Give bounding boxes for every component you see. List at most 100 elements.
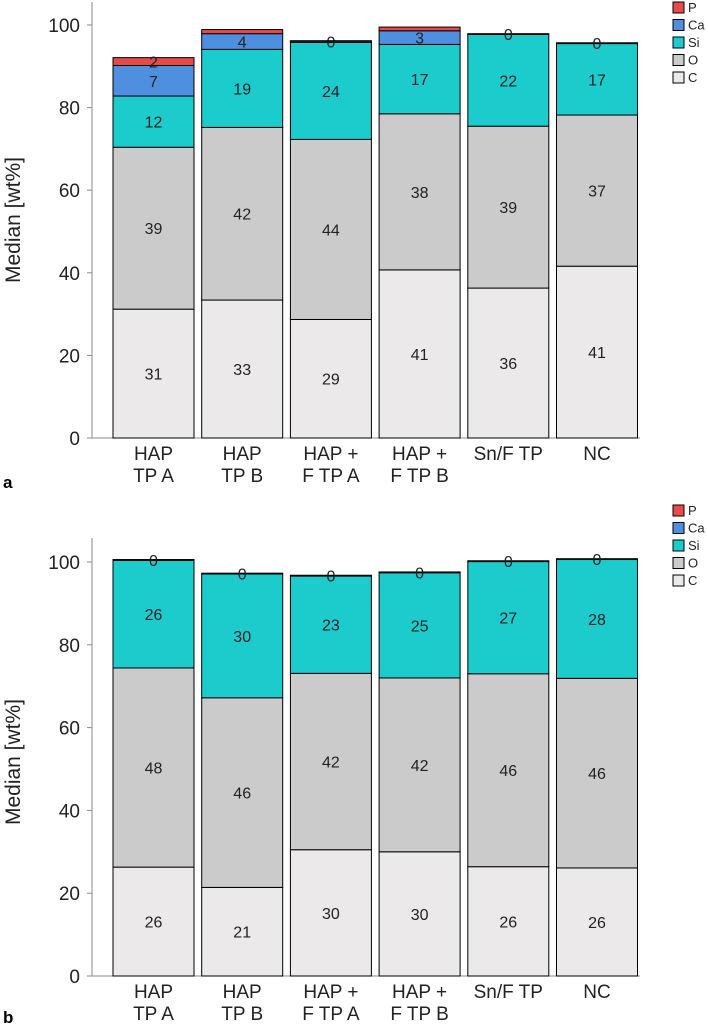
bar-segment-si xyxy=(378,572,461,679)
data-label: 4 xyxy=(238,35,247,52)
bar-segment-si xyxy=(201,48,284,128)
y-tick-label: 80 xyxy=(59,636,80,657)
data-label: 41 xyxy=(588,345,606,362)
legend-label-si: Si xyxy=(688,538,700,553)
x-tick-label: HAP + xyxy=(392,982,447,1003)
data-label: 26 xyxy=(145,915,163,932)
legend-swatch-si xyxy=(672,36,685,49)
bar-segment-p xyxy=(378,26,461,32)
bar-segment-si xyxy=(467,33,550,127)
data-label: 30 xyxy=(322,906,340,923)
legend-swatch-ca xyxy=(672,19,685,31)
x-tick-label: F TP A xyxy=(302,1004,360,1024)
x-tick-label: TP B xyxy=(221,1004,263,1024)
x-tick-label: F TP B xyxy=(390,1004,448,1024)
bar-segment-si xyxy=(556,559,638,679)
data-label: 0 xyxy=(238,567,247,584)
y-tick-label: 80 xyxy=(59,99,80,120)
legend-swatch-p xyxy=(672,504,685,517)
bar-segment-c xyxy=(289,849,372,977)
bar-segment-c xyxy=(378,851,461,977)
panel-tag: b xyxy=(3,1008,13,1024)
x-tick-label: HAP xyxy=(223,444,262,465)
bar-segment-c xyxy=(467,866,550,977)
bar-segment-o xyxy=(112,146,195,310)
x-tick-label: HAP + xyxy=(392,444,447,465)
data-label: 41 xyxy=(411,347,429,364)
data-label: 12 xyxy=(145,115,163,132)
bar-segment-o xyxy=(556,114,638,267)
legend-swatch-c xyxy=(672,71,685,84)
data-label: 29 xyxy=(322,372,340,389)
bar-segment-o xyxy=(289,138,372,320)
bar-segment-c xyxy=(201,886,284,977)
data-label: 46 xyxy=(233,786,251,803)
y-tick-label: 40 xyxy=(59,264,80,285)
x-tick-label: TP A xyxy=(133,1004,174,1024)
y-tick-label: 60 xyxy=(59,181,80,202)
data-label: 0 xyxy=(504,554,513,571)
legend-swatch-c xyxy=(672,574,685,587)
bar-segment-o xyxy=(556,677,638,869)
legend-label-p: P xyxy=(688,0,697,15)
data-label: 3 xyxy=(415,31,424,48)
legend-label-ca: Ca xyxy=(688,521,705,536)
data-label: 31 xyxy=(145,367,163,384)
bar-segment-c xyxy=(556,867,638,977)
bar-segment-si xyxy=(289,41,372,140)
data-label: 33 xyxy=(233,362,251,379)
y-tick-label: 60 xyxy=(59,719,80,740)
x-tick-label: NC xyxy=(583,982,610,1003)
legend-label-c: C xyxy=(688,573,697,588)
y-tick-label: 0 xyxy=(69,967,80,988)
bar-segment-ca xyxy=(467,560,550,563)
y-axis-label: Median [wt%] xyxy=(2,699,25,825)
bar-segment-c xyxy=(112,866,195,977)
bar-segment-si xyxy=(556,43,638,116)
data-label: 17 xyxy=(411,72,429,89)
bar-segment-o xyxy=(467,125,550,289)
bar-segment-ca xyxy=(556,42,638,45)
legend-swatch-ca xyxy=(672,522,685,534)
bar-segment-ca xyxy=(378,571,461,574)
data-label: 2 xyxy=(149,55,158,72)
x-tick-label: HAP xyxy=(134,982,173,1003)
legend-label-p: P xyxy=(688,503,697,518)
data-label: 26 xyxy=(499,914,517,931)
data-label: 39 xyxy=(145,221,163,238)
bar-segment-si xyxy=(201,573,284,699)
bar-segment-ca xyxy=(112,559,195,561)
y-tick-label: 20 xyxy=(59,884,80,905)
data-label: 26 xyxy=(145,607,163,624)
bar-segment-c xyxy=(467,287,550,439)
legend-swatch-p xyxy=(672,1,685,14)
data-label: 42 xyxy=(233,207,251,224)
bar-segment-o xyxy=(378,113,461,271)
data-label: 23 xyxy=(322,618,340,635)
legend-swatch-o xyxy=(672,557,685,569)
data-label: 42 xyxy=(322,755,340,772)
legend-swatch-si xyxy=(672,539,685,552)
bar-segment-si xyxy=(289,575,372,674)
data-label: 0 xyxy=(415,565,424,582)
y-tick-label: 100 xyxy=(48,16,80,37)
data-label: 28 xyxy=(588,612,606,629)
data-label: 24 xyxy=(322,84,340,101)
legend-label-si: Si xyxy=(688,35,700,50)
data-label: 46 xyxy=(499,763,517,780)
bar-segment-ca xyxy=(467,33,550,35)
panel-tag: a xyxy=(3,473,13,492)
data-label: 22 xyxy=(499,73,517,90)
data-label: 27 xyxy=(499,611,517,628)
x-tick-label: HAP + xyxy=(303,982,358,1003)
bar-segment-ca xyxy=(556,558,638,561)
legend-label-ca: Ca xyxy=(688,18,705,33)
data-label: 30 xyxy=(411,907,429,924)
bar-segment-ca xyxy=(289,574,372,577)
x-tick-label: TP A xyxy=(133,466,174,487)
data-label: 36 xyxy=(499,356,517,373)
y-tick-label: 20 xyxy=(59,346,80,367)
data-label: 19 xyxy=(233,81,251,98)
